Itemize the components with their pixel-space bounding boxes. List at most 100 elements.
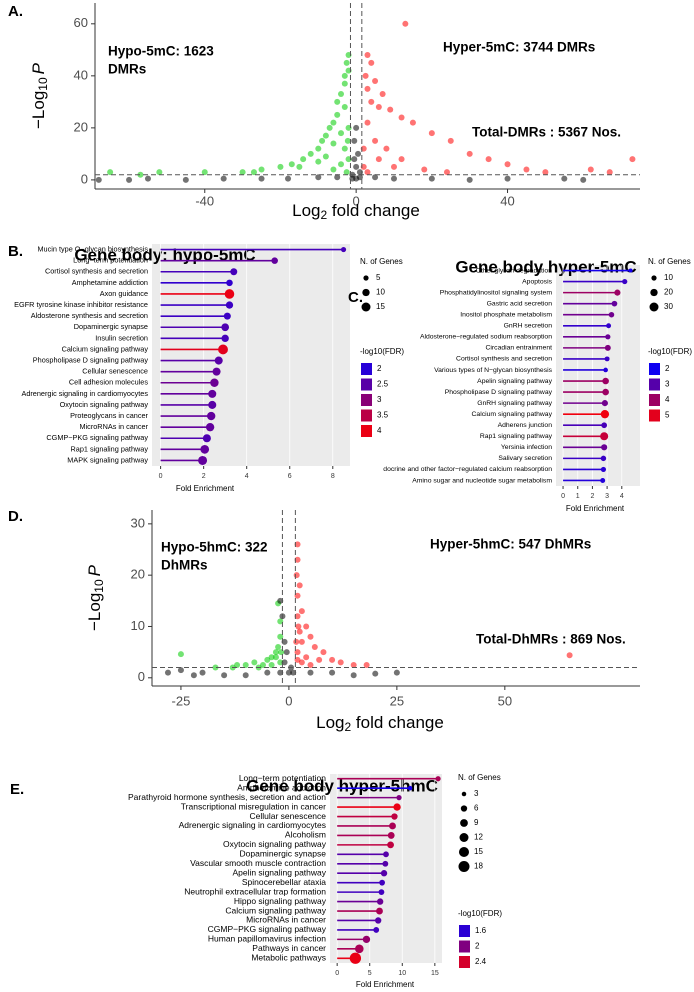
category-label: Gastric acid secretion [487,300,553,307]
point [315,158,322,165]
dot [600,455,607,462]
category-label: Dopaminergic synapse [240,849,327,859]
point [281,638,288,645]
y-tick-label: 30 [131,515,145,530]
dot [223,312,231,320]
point [398,114,405,121]
point [275,644,282,651]
point [315,145,322,152]
category-label: MicroRNAs in cancer [246,915,326,925]
point [182,176,189,183]
legend-label: 4 [377,426,382,435]
dot [221,323,230,332]
point [322,132,329,139]
x-tick-label: 4 [620,493,624,500]
category-label: Cell adhesion molecules [69,378,148,387]
point [343,169,350,176]
point [264,669,271,676]
x-axis-label: Fold Enrichment [176,484,235,493]
category-label: EGFR tyrosine kinase inhibitor resistanc… [14,300,148,309]
dot [602,377,609,385]
x-tick-label: -25 [172,693,191,708]
point [372,670,379,677]
legend-label: 15 [474,847,483,856]
legend-label: 12 [474,833,483,842]
point [466,150,473,157]
point [126,176,133,183]
dot [379,879,385,886]
x-tick-label: 3 [605,493,609,500]
dot [602,388,609,396]
legend-title: -log10(FDR) [360,347,404,356]
dot [202,434,211,443]
x-tick-label: 4 [245,473,249,480]
dot [601,444,608,451]
point [629,156,636,163]
point [364,85,371,92]
legend-title: N. of Genes [458,773,501,782]
x-tick-label: 0 [353,193,360,208]
category-label: Calcium signaling pathway [62,344,149,353]
label-part: −Log [85,593,104,631]
panel-label: D. [8,508,23,525]
point [296,163,303,170]
point [272,649,279,656]
category-label: GnRH secretion [504,323,553,330]
x-axis-label: Log2 fold change [292,201,420,222]
point [212,664,219,671]
category-label: Metabolic pathways [251,953,326,963]
legend-label: 1.6 [475,926,487,935]
legend-label: 15 [376,302,385,311]
point [242,661,249,668]
x-tick-label: 0 [335,970,339,977]
legend-label: 20 [664,288,673,297]
category-label: Salivary secretion [498,455,552,462]
category-label: Oxytocin signaling pathway [60,400,149,409]
category-label: Circadian entrainment [486,345,553,352]
x-tick-label: 6 [288,473,292,480]
point [281,659,288,666]
dot [600,466,607,473]
category-label: Insulin secretion [95,333,148,342]
point [353,163,360,170]
category-label: Transcriptional misregulation in cancer [181,801,326,811]
category-label: Long−term potentiation [73,256,148,265]
point [144,175,151,182]
legend-label: 5 [376,273,381,282]
dot [603,367,608,373]
y-tick-label: 40 [74,67,88,82]
dot [362,935,371,944]
point [466,176,473,183]
dot [206,411,216,421]
point [251,659,258,666]
point [277,163,284,170]
dot [271,257,278,264]
dot [380,870,388,877]
y-tick-label: 60 [74,15,88,30]
point [259,661,266,668]
point [294,556,301,563]
chart-title: Gene body hyper-5mC [455,257,636,276]
point [307,661,314,668]
point [277,659,284,666]
legend-key [459,925,470,937]
legend-label: 30 [664,302,673,311]
dot [212,367,221,376]
dot [383,851,389,858]
legend-dot [459,833,469,842]
y-tick-label: 0 [138,669,145,684]
legend-key [361,425,372,437]
legend-dot [460,819,468,827]
category-label: Oxytocin signaling pathway [223,839,327,849]
label-sub: 10 [92,579,106,593]
legend-key [459,956,470,968]
dot [382,860,389,867]
x-axis-label: Fold Enrichment [356,980,415,989]
point [288,161,295,168]
label-part: Log [316,713,344,732]
point [364,169,371,176]
point [428,175,435,182]
legend-dot [650,288,658,297]
point [285,175,292,182]
legend-dot [458,846,470,858]
